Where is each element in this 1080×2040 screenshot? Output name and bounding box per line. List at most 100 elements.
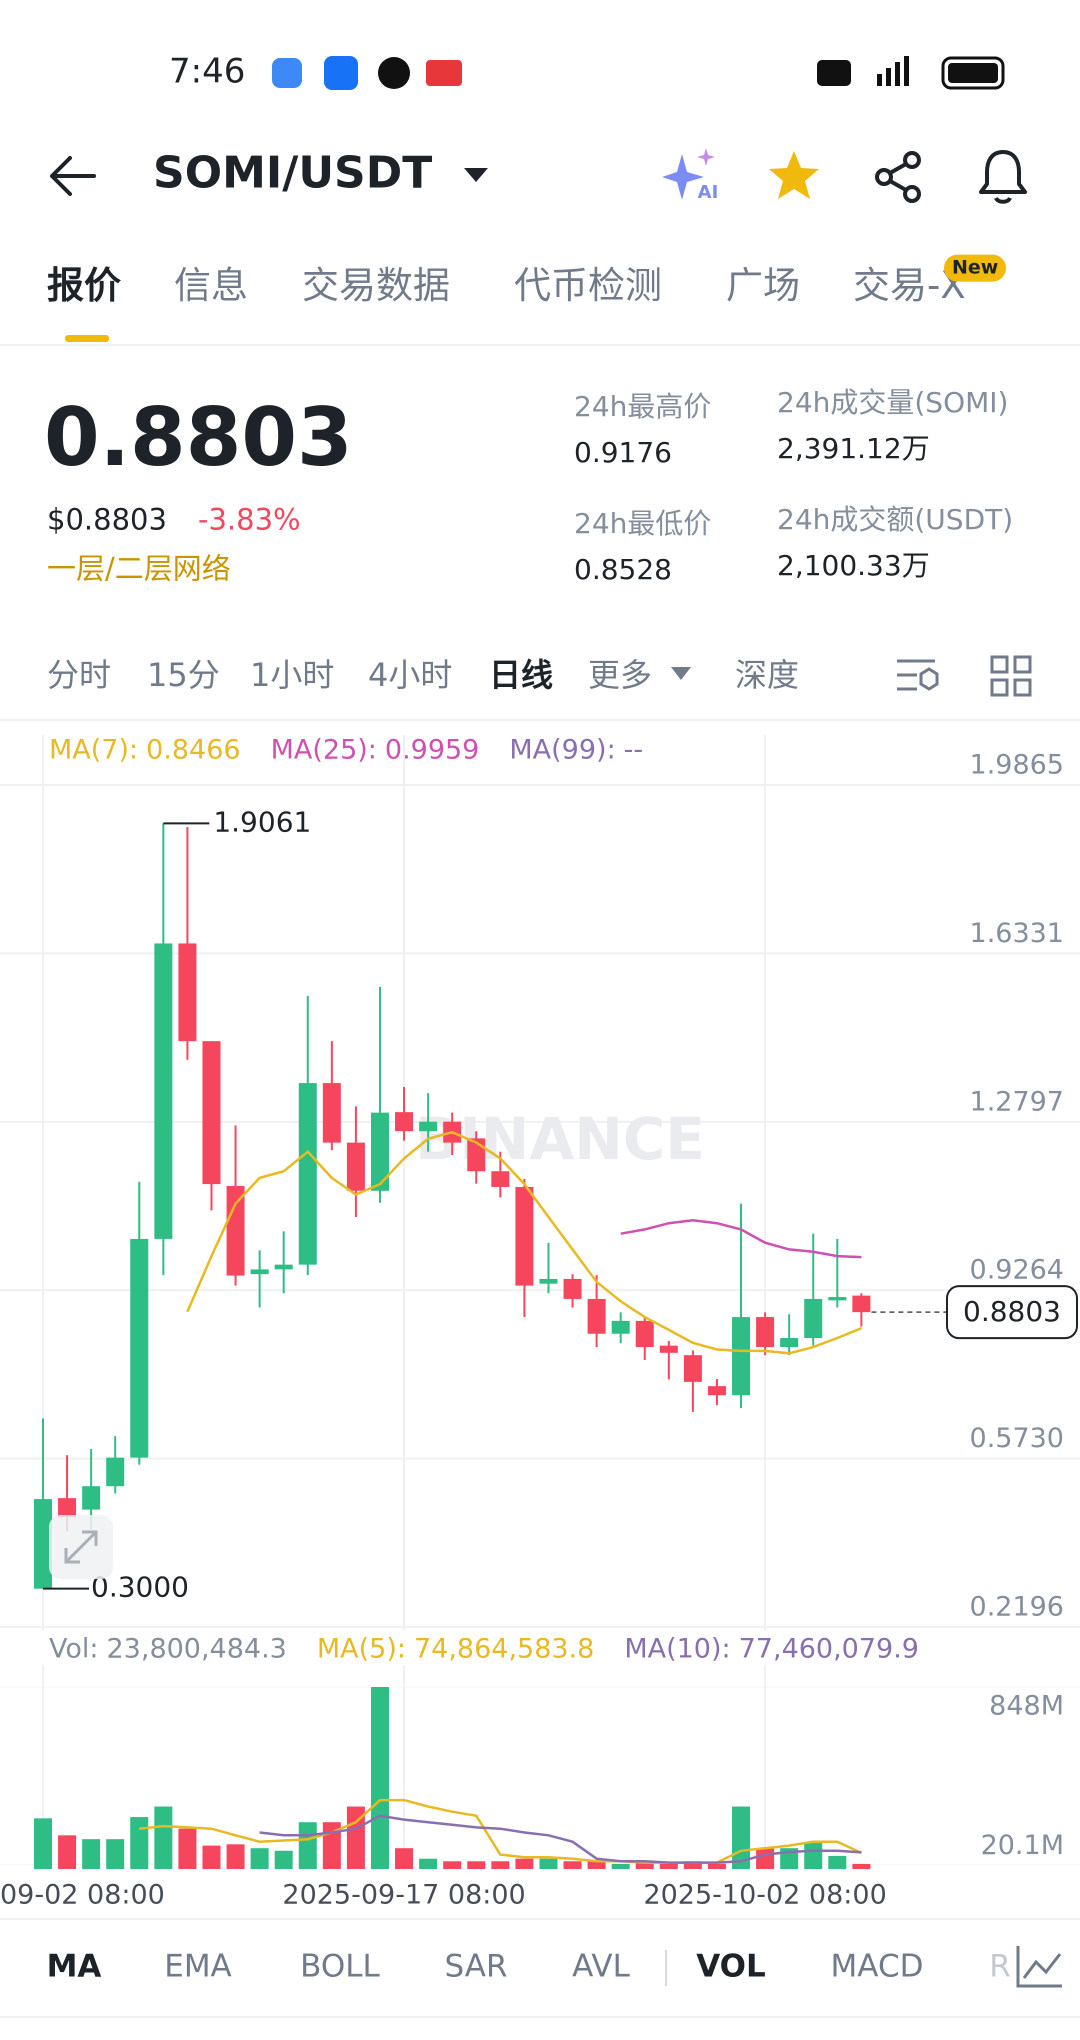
alert-button[interactable]: [976, 146, 1030, 206]
status-system-icons: [817, 56, 1005, 90]
volume-ma-line: [139, 1798, 862, 1864]
more-dropdown[interactable]: [670, 666, 692, 682]
volume-bar: [274, 1850, 293, 1869]
indicator-tab[interactable]: AVL: [572, 1948, 630, 1985]
candle-body: [707, 1386, 726, 1396]
candle-body: [780, 1338, 799, 1348]
ma-line: [620, 1219, 862, 1259]
interval[interactable]: 15分: [147, 655, 220, 694]
volume-bar: [419, 1858, 438, 1869]
y-tick-label: 1.2797: [970, 1086, 1064, 1117]
candle-body: [659, 1345, 678, 1353]
candle-body: [58, 1498, 77, 1518]
legend-value: 23,800,484.3: [107, 1634, 287, 1665]
usd-price: $0.8803: [47, 502, 167, 537]
tab[interactable]: 信息: [174, 263, 248, 307]
interval[interactable]: 更多: [588, 655, 653, 694]
candle-body: [202, 1041, 221, 1185]
interval[interactable]: 1小时: [250, 655, 335, 694]
volume-bar: [852, 1863, 871, 1869]
volume-bar: [250, 1848, 269, 1869]
volume-bar: [178, 1828, 197, 1869]
volume-bar: [828, 1855, 847, 1869]
stat-label: 24h成交额(USDT): [777, 503, 1014, 537]
indicator-tab[interactable]: EMA: [164, 1948, 232, 1985]
tab[interactable]: 交易数据: [302, 263, 450, 307]
chart-settings[interactable]: [895, 655, 941, 697]
interval[interactable]: 4小时: [368, 655, 453, 694]
expand-button[interactable]: [48, 1514, 114, 1580]
new-badge: New: [944, 254, 1007, 282]
candle-body: [226, 1186, 245, 1276]
candle-body: [635, 1320, 654, 1348]
candle-body: [756, 1317, 775, 1348]
volume-bar: [106, 1839, 125, 1869]
legend-value: 0.9959: [385, 735, 479, 766]
candle-body: [154, 943, 173, 1239]
indicator-tab[interactable]: MACD: [830, 1948, 924, 1985]
candle-body: [34, 1499, 52, 1589]
tab[interactable]: 代币检测: [514, 263, 662, 307]
volume-bar: [130, 1817, 149, 1869]
candle-body: [346, 1142, 365, 1191]
volume-bar: [467, 1861, 486, 1869]
indicator-tab[interactable]: R: [989, 1948, 1011, 1985]
candle-body: [683, 1355, 702, 1382]
indicator-divider: [665, 1950, 667, 1986]
candle-body: [178, 943, 197, 1042]
status-time: 7:46: [169, 51, 246, 92]
ai-button[interactable]: AI: [660, 146, 722, 206]
candle-body: [274, 1264, 293, 1270]
stat-value: 2,100.33万: [777, 549, 930, 583]
volume-bar: [635, 1861, 654, 1869]
volume-bar: [370, 1687, 389, 1869]
stat-value: 2,391.12万: [777, 432, 930, 466]
candle-body: [130, 1238, 149, 1458]
indicator-settings[interactable]: [1010, 1942, 1066, 1992]
indicator-tab[interactable]: BOLL: [300, 1948, 380, 1985]
indicator-tab[interactable]: SAR: [444, 1948, 508, 1985]
watermark: BINANCE: [415, 1105, 705, 1173]
volume-bar: [515, 1858, 534, 1869]
favorite-button[interactable]: [766, 148, 822, 204]
pair-title[interactable]: SOMI/USDT: [153, 147, 433, 199]
candle-body: [852, 1295, 871, 1313]
last-price-label: 0.8803: [963, 1295, 1061, 1328]
layout-toggle[interactable]: [990, 655, 1032, 697]
share-button[interactable]: [872, 150, 926, 204]
price-change: -3.83%: [198, 502, 301, 537]
indicator-tab[interactable]: MA: [46, 1948, 102, 1985]
candle-body: [515, 1186, 534, 1286]
tab[interactable]: 广场: [726, 263, 800, 307]
divider: [0, 719, 1080, 721]
candle-body: [419, 1121, 438, 1132]
volume-bar: [154, 1806, 173, 1869]
candle-body: [106, 1457, 125, 1487]
pair-dropdown[interactable]: [462, 166, 490, 184]
candle-body: [82, 1486, 101, 1510]
y-tick-label: 848M: [989, 1691, 1064, 1722]
back-button[interactable]: [48, 152, 100, 200]
tab[interactable]: 报价: [47, 263, 121, 307]
candle-body: [539, 1278, 558, 1284]
y-tick-label: 0.9264: [970, 1255, 1064, 1286]
candle-body: [732, 1317, 751, 1396]
svg-text:AI: AI: [698, 182, 719, 203]
sector-tag[interactable]: 一层/二层网络: [47, 551, 231, 586]
indicator-tab[interactable]: VOL: [696, 1948, 766, 1985]
candle-body: [491, 1171, 510, 1187]
y-tick-label: 0.2196: [970, 1592, 1064, 1623]
x-tick-label: 09-02 08:00: [0, 1880, 165, 1911]
volume-bar: [346, 1806, 365, 1869]
interval[interactable]: 分时: [47, 655, 112, 694]
interval[interactable]: 深度: [735, 655, 800, 694]
stat-label: 24h最高价: [574, 390, 712, 424]
legend-value: 74,864,583.8: [414, 1634, 594, 1665]
candle-body: [611, 1320, 630, 1334]
y-tick-label: 1.6331: [970, 918, 1064, 949]
interval[interactable]: 日线: [489, 655, 554, 694]
legend-name: MA(10):: [624, 1634, 730, 1665]
divider: [0, 2016, 1080, 2018]
